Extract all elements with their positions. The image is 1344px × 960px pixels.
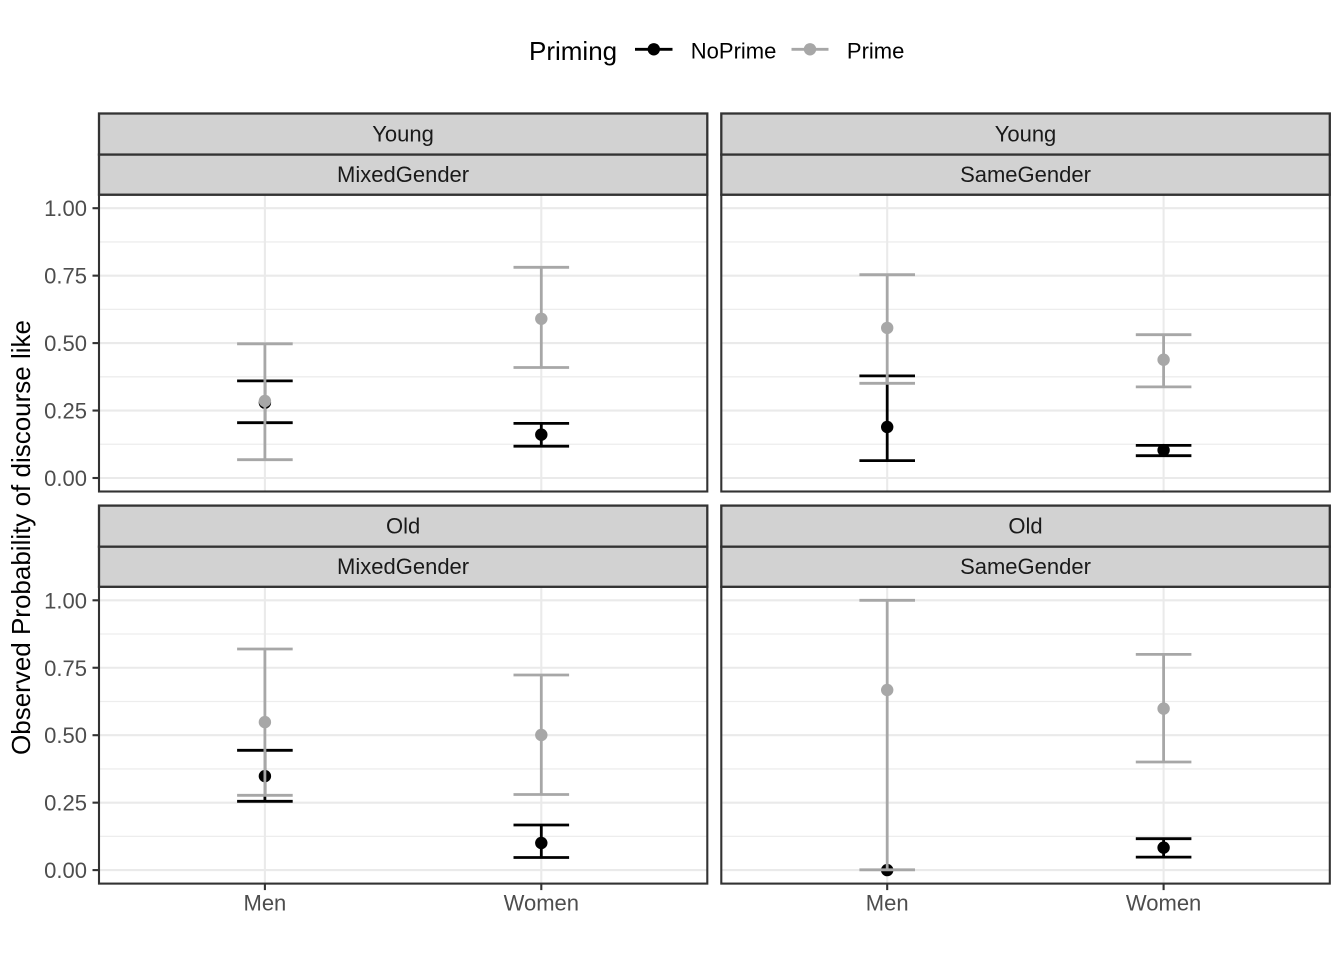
svg-text:Old: Old xyxy=(386,514,420,539)
svg-text:0.50: 0.50 xyxy=(44,723,87,748)
svg-text:Young: Young xyxy=(372,122,434,147)
svg-text:Men: Men xyxy=(866,891,909,916)
svg-text:0.50: 0.50 xyxy=(44,331,87,356)
svg-text:0.00: 0.00 xyxy=(44,858,87,883)
svg-text:MixedGender: MixedGender xyxy=(337,554,469,579)
svg-text:0.75: 0.75 xyxy=(44,656,87,681)
svg-text:MixedGender: MixedGender xyxy=(337,162,469,187)
svg-text:Men: Men xyxy=(244,891,287,916)
svg-text:Observed Probability of discou: Observed Probability of discourse like xyxy=(6,320,36,755)
svg-text:Young: Young xyxy=(995,122,1057,147)
svg-text:0.25: 0.25 xyxy=(44,791,87,816)
svg-text:Old: Old xyxy=(1008,514,1042,539)
svg-text:SameGender: SameGender xyxy=(960,554,1091,579)
svg-text:0.25: 0.25 xyxy=(44,399,87,424)
svg-text:0.75: 0.75 xyxy=(44,264,87,289)
svg-text:Women: Women xyxy=(504,891,579,916)
svg-text:SameGender: SameGender xyxy=(960,162,1091,187)
svg-text:Women: Women xyxy=(1126,891,1201,916)
svg-text:1.00: 1.00 xyxy=(44,196,87,221)
svg-text:Prime: Prime xyxy=(847,39,904,64)
svg-text:0.00: 0.00 xyxy=(44,466,87,491)
svg-text:1.00: 1.00 xyxy=(44,588,87,613)
svg-text:NoPrime: NoPrime xyxy=(691,39,777,64)
svg-text:Priming: Priming xyxy=(529,36,617,66)
